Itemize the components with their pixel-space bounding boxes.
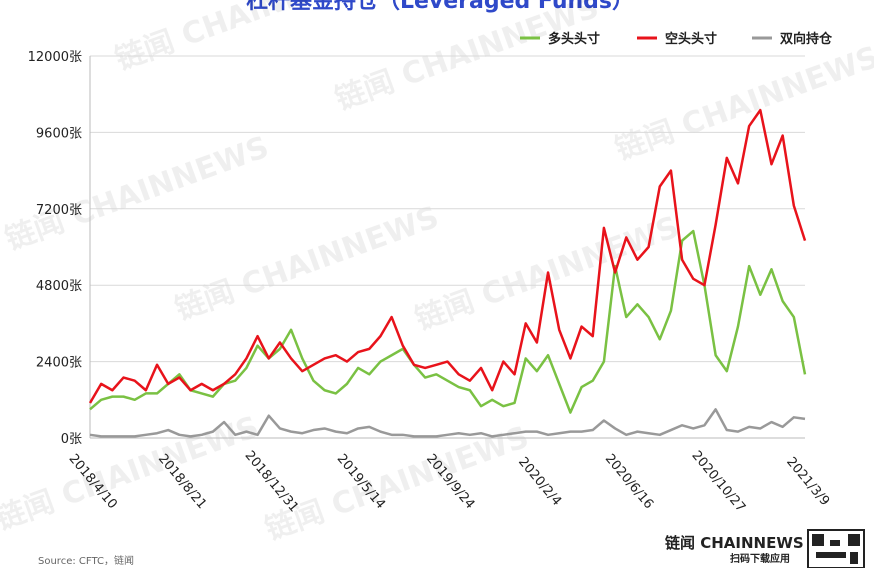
x-tick-label: 2021/3/9 — [783, 455, 832, 509]
data-line — [88, 108, 807, 404]
y-tick-label: 9600张 — [36, 126, 82, 141]
watermark: 链闻 CHAINNEWS — [331, 0, 604, 118]
y-tick-label: 7200张 — [36, 203, 82, 218]
legend-label: 双向持仓 — [780, 31, 833, 47]
x-tick-label: 2020/6/16 — [602, 451, 656, 512]
watermark: 链闻 CHAINNEWS — [171, 200, 444, 328]
x-tick-label: 2020/10/27 — [688, 448, 748, 515]
data-line — [89, 408, 806, 438]
logo-caption: 扫码下载应用 — [730, 552, 790, 565]
watermark: 链闻 CHAINNEWS — [261, 420, 534, 548]
watermark: 链闻 CHAINNEWS — [0, 410, 263, 538]
watermark: 链闻 CHAINNEWS — [611, 40, 874, 168]
y-tick-label: 0张 — [61, 432, 82, 447]
data-line — [89, 229, 807, 414]
legend-label: 多头头寸 — [548, 31, 600, 47]
y-tick-label: 2400张 — [36, 356, 82, 371]
legend-label: 空头头寸 — [665, 31, 717, 47]
logo: 链闻 CHAINNEWS — [665, 534, 804, 552]
y-tick-label: 12000张 — [28, 50, 82, 65]
source: Source: CFTC，链闻 — [38, 554, 134, 567]
chart-title: 杠杆基金持仓（Leveraged Funds） — [246, 0, 634, 14]
watermark: 链闻 CHAINNEWS — [1, 130, 274, 258]
y-tick-label: 4800张 — [36, 279, 82, 294]
x-tick-label: 2018/12/31 — [242, 448, 302, 515]
qr-code — [807, 529, 865, 568]
x-tick-label: 2020/2/4 — [515, 455, 564, 509]
